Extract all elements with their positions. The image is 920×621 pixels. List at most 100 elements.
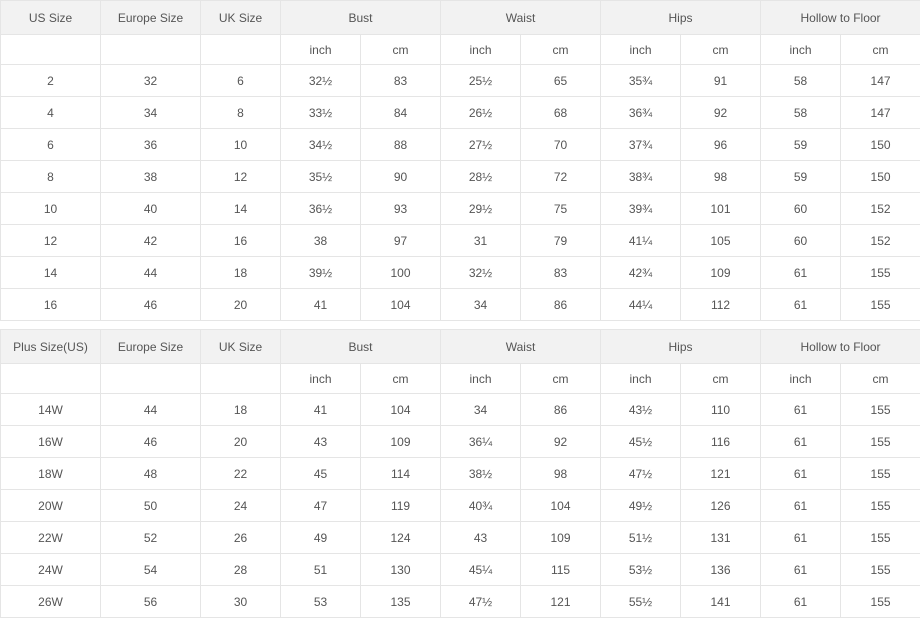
- cell: 86: [521, 289, 601, 321]
- cell: 8: [201, 97, 281, 129]
- unit-inch: inch: [441, 35, 521, 65]
- cell: 45¼: [441, 554, 521, 586]
- cell: [101, 35, 201, 65]
- cell: 58: [761, 65, 841, 97]
- col-europe-size: Europe Size: [101, 330, 201, 364]
- cell: 110: [681, 394, 761, 426]
- cell: 119: [361, 490, 441, 522]
- cell: 59: [761, 129, 841, 161]
- cell: 34½: [281, 129, 361, 161]
- cell: 22: [201, 458, 281, 490]
- cell: 61: [761, 490, 841, 522]
- unit-cm: cm: [521, 364, 601, 394]
- table-row: 16462041104348644¼11261155: [1, 289, 920, 321]
- cell: 51: [281, 554, 361, 586]
- cell: 92: [681, 97, 761, 129]
- cell: 44: [101, 257, 201, 289]
- col-bust: Bust: [281, 1, 441, 35]
- cell: 104: [361, 394, 441, 426]
- cell: 43½: [601, 394, 681, 426]
- cell: 83: [521, 257, 601, 289]
- cell: 28: [201, 554, 281, 586]
- cell: 43: [441, 522, 521, 554]
- cell: 43: [281, 426, 361, 458]
- cell: 20: [201, 426, 281, 458]
- table-subheader-row: inch cm inch cm inch cm inch cm: [1, 364, 920, 394]
- cell: 28½: [441, 161, 521, 193]
- cell: 51½: [601, 522, 681, 554]
- cell: 79: [521, 225, 601, 257]
- table-row: 1242163897317941¼10560152: [1, 225, 920, 257]
- cell: 42: [101, 225, 201, 257]
- cell: 37¾: [601, 129, 681, 161]
- unit-cm: cm: [841, 364, 920, 394]
- cell: 20: [201, 289, 281, 321]
- cell: 72: [521, 161, 601, 193]
- cell: 46: [101, 289, 201, 321]
- cell: 36: [101, 129, 201, 161]
- cell: 136: [681, 554, 761, 586]
- cell: 121: [521, 586, 601, 618]
- cell: 155: [841, 522, 920, 554]
- col-plus-size: Plus Size(US): [1, 330, 101, 364]
- table-row: 6361034½8827½7037¾9659150: [1, 129, 920, 161]
- cell: 150: [841, 129, 920, 161]
- cell: 155: [841, 458, 920, 490]
- cell: 141: [681, 586, 761, 618]
- cell: 61: [761, 426, 841, 458]
- cell: 38½: [441, 458, 521, 490]
- cell: [1, 35, 101, 65]
- cell: 105: [681, 225, 761, 257]
- cell: 65: [521, 65, 601, 97]
- cell: 155: [841, 257, 920, 289]
- cell: 47: [281, 490, 361, 522]
- cell: 27½: [441, 129, 521, 161]
- cell: 135: [361, 586, 441, 618]
- cell: 147: [841, 65, 920, 97]
- col-waist: Waist: [441, 1, 601, 35]
- col-uk-size: UK Size: [201, 1, 281, 35]
- unit-cm: cm: [521, 35, 601, 65]
- cell: 58: [761, 97, 841, 129]
- cell: 24W: [1, 554, 101, 586]
- cell: 18W: [1, 458, 101, 490]
- cell: 32: [101, 65, 201, 97]
- cell: 152: [841, 193, 920, 225]
- cell: 155: [841, 394, 920, 426]
- cell: 18: [201, 394, 281, 426]
- table-row: 26W56305313547½12155½14161155: [1, 586, 920, 618]
- unit-cm: cm: [681, 364, 761, 394]
- cell: [101, 364, 201, 394]
- unit-inch: inch: [761, 364, 841, 394]
- cell: 12: [201, 161, 281, 193]
- cell: 41¼: [601, 225, 681, 257]
- cell: 147: [841, 97, 920, 129]
- cell: 12: [1, 225, 101, 257]
- cell: 39¾: [601, 193, 681, 225]
- cell: 155: [841, 490, 920, 522]
- cell: 91: [681, 65, 761, 97]
- cell: 2: [1, 65, 101, 97]
- cell: 152: [841, 225, 920, 257]
- cell: 49: [281, 522, 361, 554]
- cell: 49½: [601, 490, 681, 522]
- cell: 61: [761, 394, 841, 426]
- cell: 61: [761, 289, 841, 321]
- cell: 16: [1, 289, 101, 321]
- cell: 114: [361, 458, 441, 490]
- cell: 47½: [601, 458, 681, 490]
- table-row: 10401436½9329½7539¾10160152: [1, 193, 920, 225]
- cell: 97: [361, 225, 441, 257]
- cell: 6: [1, 129, 101, 161]
- table-row: 14W441841104348643½11061155: [1, 394, 920, 426]
- cell: 35½: [281, 161, 361, 193]
- cell: 26W: [1, 586, 101, 618]
- cell: 155: [841, 426, 920, 458]
- cell: 92: [521, 426, 601, 458]
- table-header-row: Plus Size(US) Europe Size UK Size Bust W…: [1, 330, 920, 364]
- cell: 29½: [441, 193, 521, 225]
- cell: 68: [521, 97, 601, 129]
- unit-inch: inch: [281, 35, 361, 65]
- cell: 26½: [441, 97, 521, 129]
- cell: 38: [101, 161, 201, 193]
